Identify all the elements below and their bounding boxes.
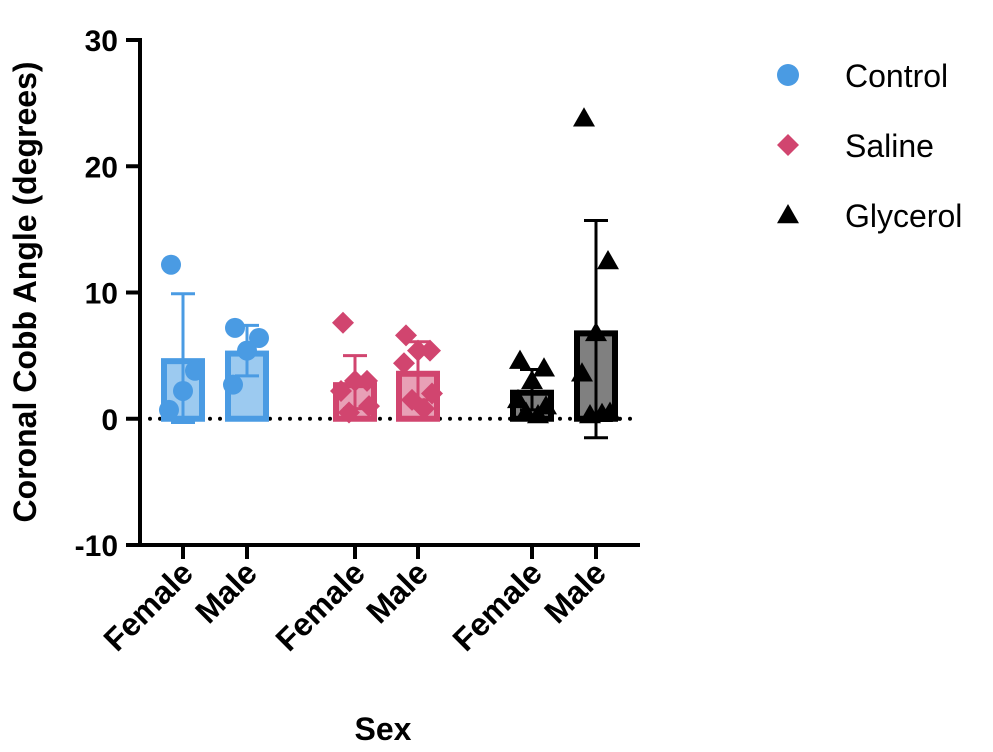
data-point bbox=[419, 339, 441, 362]
y-tick-label: -10 bbox=[75, 530, 118, 563]
data-point bbox=[527, 403, 549, 424]
data-point bbox=[777, 134, 799, 156]
data-point bbox=[533, 357, 555, 377]
data-point bbox=[338, 401, 360, 424]
data-point bbox=[509, 349, 531, 369]
y-tick-label: 30 bbox=[85, 25, 118, 58]
data-point bbox=[407, 339, 429, 362]
x-tick-label: Female bbox=[97, 554, 200, 657]
bar-group bbox=[393, 324, 443, 422]
data-point bbox=[225, 317, 245, 338]
data-point bbox=[571, 362, 593, 382]
legend-label: Saline bbox=[845, 128, 934, 164]
y-tick-label: 10 bbox=[85, 278, 118, 311]
data-point bbox=[356, 369, 378, 392]
data-point bbox=[395, 324, 417, 347]
bar-group bbox=[507, 349, 557, 424]
x-tick-label: Male bbox=[537, 554, 613, 630]
data-point bbox=[332, 311, 354, 334]
x-tick-label: Male bbox=[359, 554, 435, 630]
data-point bbox=[159, 399, 179, 420]
data-point bbox=[591, 402, 613, 422]
data-point bbox=[358, 395, 380, 418]
x-tick-label: Female bbox=[269, 554, 372, 657]
data-point bbox=[249, 327, 269, 348]
bar-group bbox=[330, 311, 380, 424]
x-axis-label: Sex bbox=[355, 711, 412, 747]
legend-label: Control bbox=[845, 58, 948, 94]
data-point bbox=[173, 380, 193, 401]
data-point bbox=[507, 388, 529, 409]
bar-group bbox=[571, 107, 621, 440]
data-point bbox=[330, 379, 352, 402]
data-point bbox=[344, 369, 366, 392]
legend-label: Glycerol bbox=[845, 198, 962, 234]
data-point bbox=[161, 254, 181, 275]
data-point bbox=[237, 340, 257, 361]
data-point bbox=[393, 352, 415, 375]
x-tick-label: Female bbox=[446, 554, 549, 657]
y-axis-label: Coronal Cobb Angle (degrees) bbox=[7, 61, 43, 522]
data-point bbox=[597, 249, 619, 270]
data-point bbox=[223, 374, 243, 395]
data-point bbox=[585, 321, 607, 342]
data-point bbox=[521, 369, 543, 390]
y-tick-label: 0 bbox=[101, 404, 118, 437]
x-tick-label: Male bbox=[188, 554, 264, 630]
data-point bbox=[185, 360, 205, 381]
data-point bbox=[573, 107, 595, 127]
y-tick-label: 20 bbox=[85, 151, 118, 184]
bar-group bbox=[159, 254, 205, 425]
data-point bbox=[777, 64, 799, 86]
data-point bbox=[421, 382, 443, 405]
data-point bbox=[413, 397, 435, 420]
bar-group bbox=[223, 317, 269, 422]
data-point bbox=[777, 204, 799, 224]
